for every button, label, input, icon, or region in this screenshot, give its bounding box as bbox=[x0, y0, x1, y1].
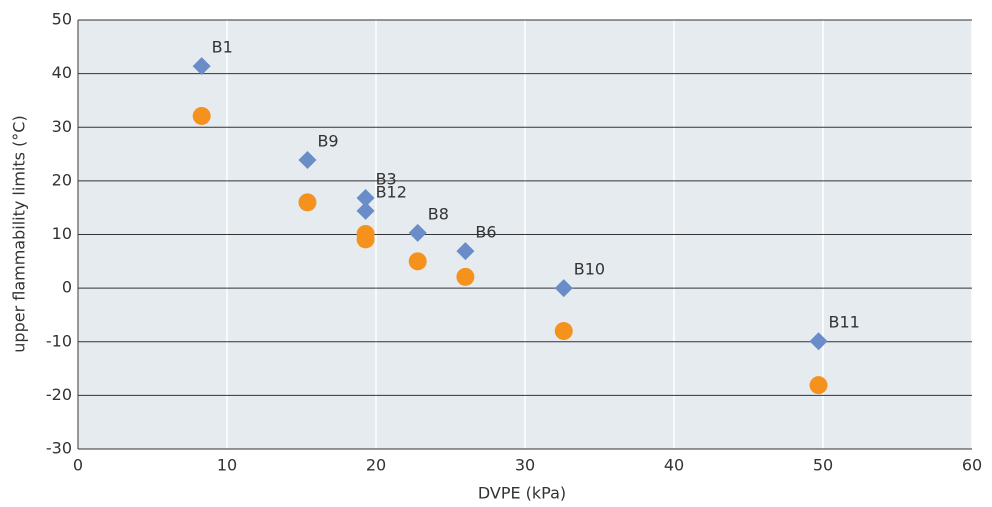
y-tick-label: 10 bbox=[52, 224, 72, 243]
circle-point bbox=[356, 230, 375, 249]
x-tick-label: 0 bbox=[73, 456, 83, 475]
diamond-point bbox=[356, 189, 375, 208]
y-axis-label: upper flammability limits (°C) bbox=[10, 115, 29, 352]
y-tick-label: 40 bbox=[52, 63, 72, 82]
diamond-point bbox=[408, 223, 427, 242]
y-tick-label: 0 bbox=[62, 278, 72, 297]
point-label: B12 bbox=[376, 182, 407, 201]
x-tick-label: 60 bbox=[962, 456, 982, 475]
circle-point bbox=[192, 106, 211, 125]
y-tick-label: 50 bbox=[52, 10, 72, 29]
x-tick-label: 20 bbox=[366, 456, 386, 475]
circle-point bbox=[809, 376, 828, 395]
x-tick-label: 30 bbox=[515, 456, 535, 475]
diamond-point bbox=[554, 279, 573, 298]
diamond-point bbox=[192, 57, 211, 76]
point-label: B9 bbox=[317, 131, 338, 150]
circle-point bbox=[554, 322, 573, 341]
y-tick-label: -10 bbox=[46, 331, 72, 350]
point-label: B3 bbox=[376, 170, 397, 189]
y-tick-label: 20 bbox=[52, 170, 72, 189]
diamond-point bbox=[809, 332, 828, 351]
circle-point bbox=[456, 267, 475, 286]
circle-point bbox=[408, 252, 427, 271]
x-tick-label: 40 bbox=[664, 456, 684, 475]
point-label: B10 bbox=[574, 260, 605, 279]
point-label: B11 bbox=[829, 313, 860, 332]
x-axis-label: DVPE (kPa) bbox=[478, 484, 566, 503]
circle-point bbox=[298, 193, 317, 212]
point-label: B6 bbox=[475, 223, 496, 242]
diamond-point bbox=[456, 242, 475, 261]
x-tick-label: 50 bbox=[813, 456, 833, 475]
y-tick-label: -20 bbox=[46, 385, 72, 404]
diamond-point bbox=[298, 150, 317, 169]
y-tick-label: 30 bbox=[52, 117, 72, 136]
x-tick-label: 10 bbox=[217, 456, 237, 475]
y-tick-label: -30 bbox=[46, 439, 72, 458]
point-label: B1 bbox=[212, 38, 233, 57]
point-label: B8 bbox=[428, 204, 449, 223]
diamond-point bbox=[356, 201, 375, 220]
